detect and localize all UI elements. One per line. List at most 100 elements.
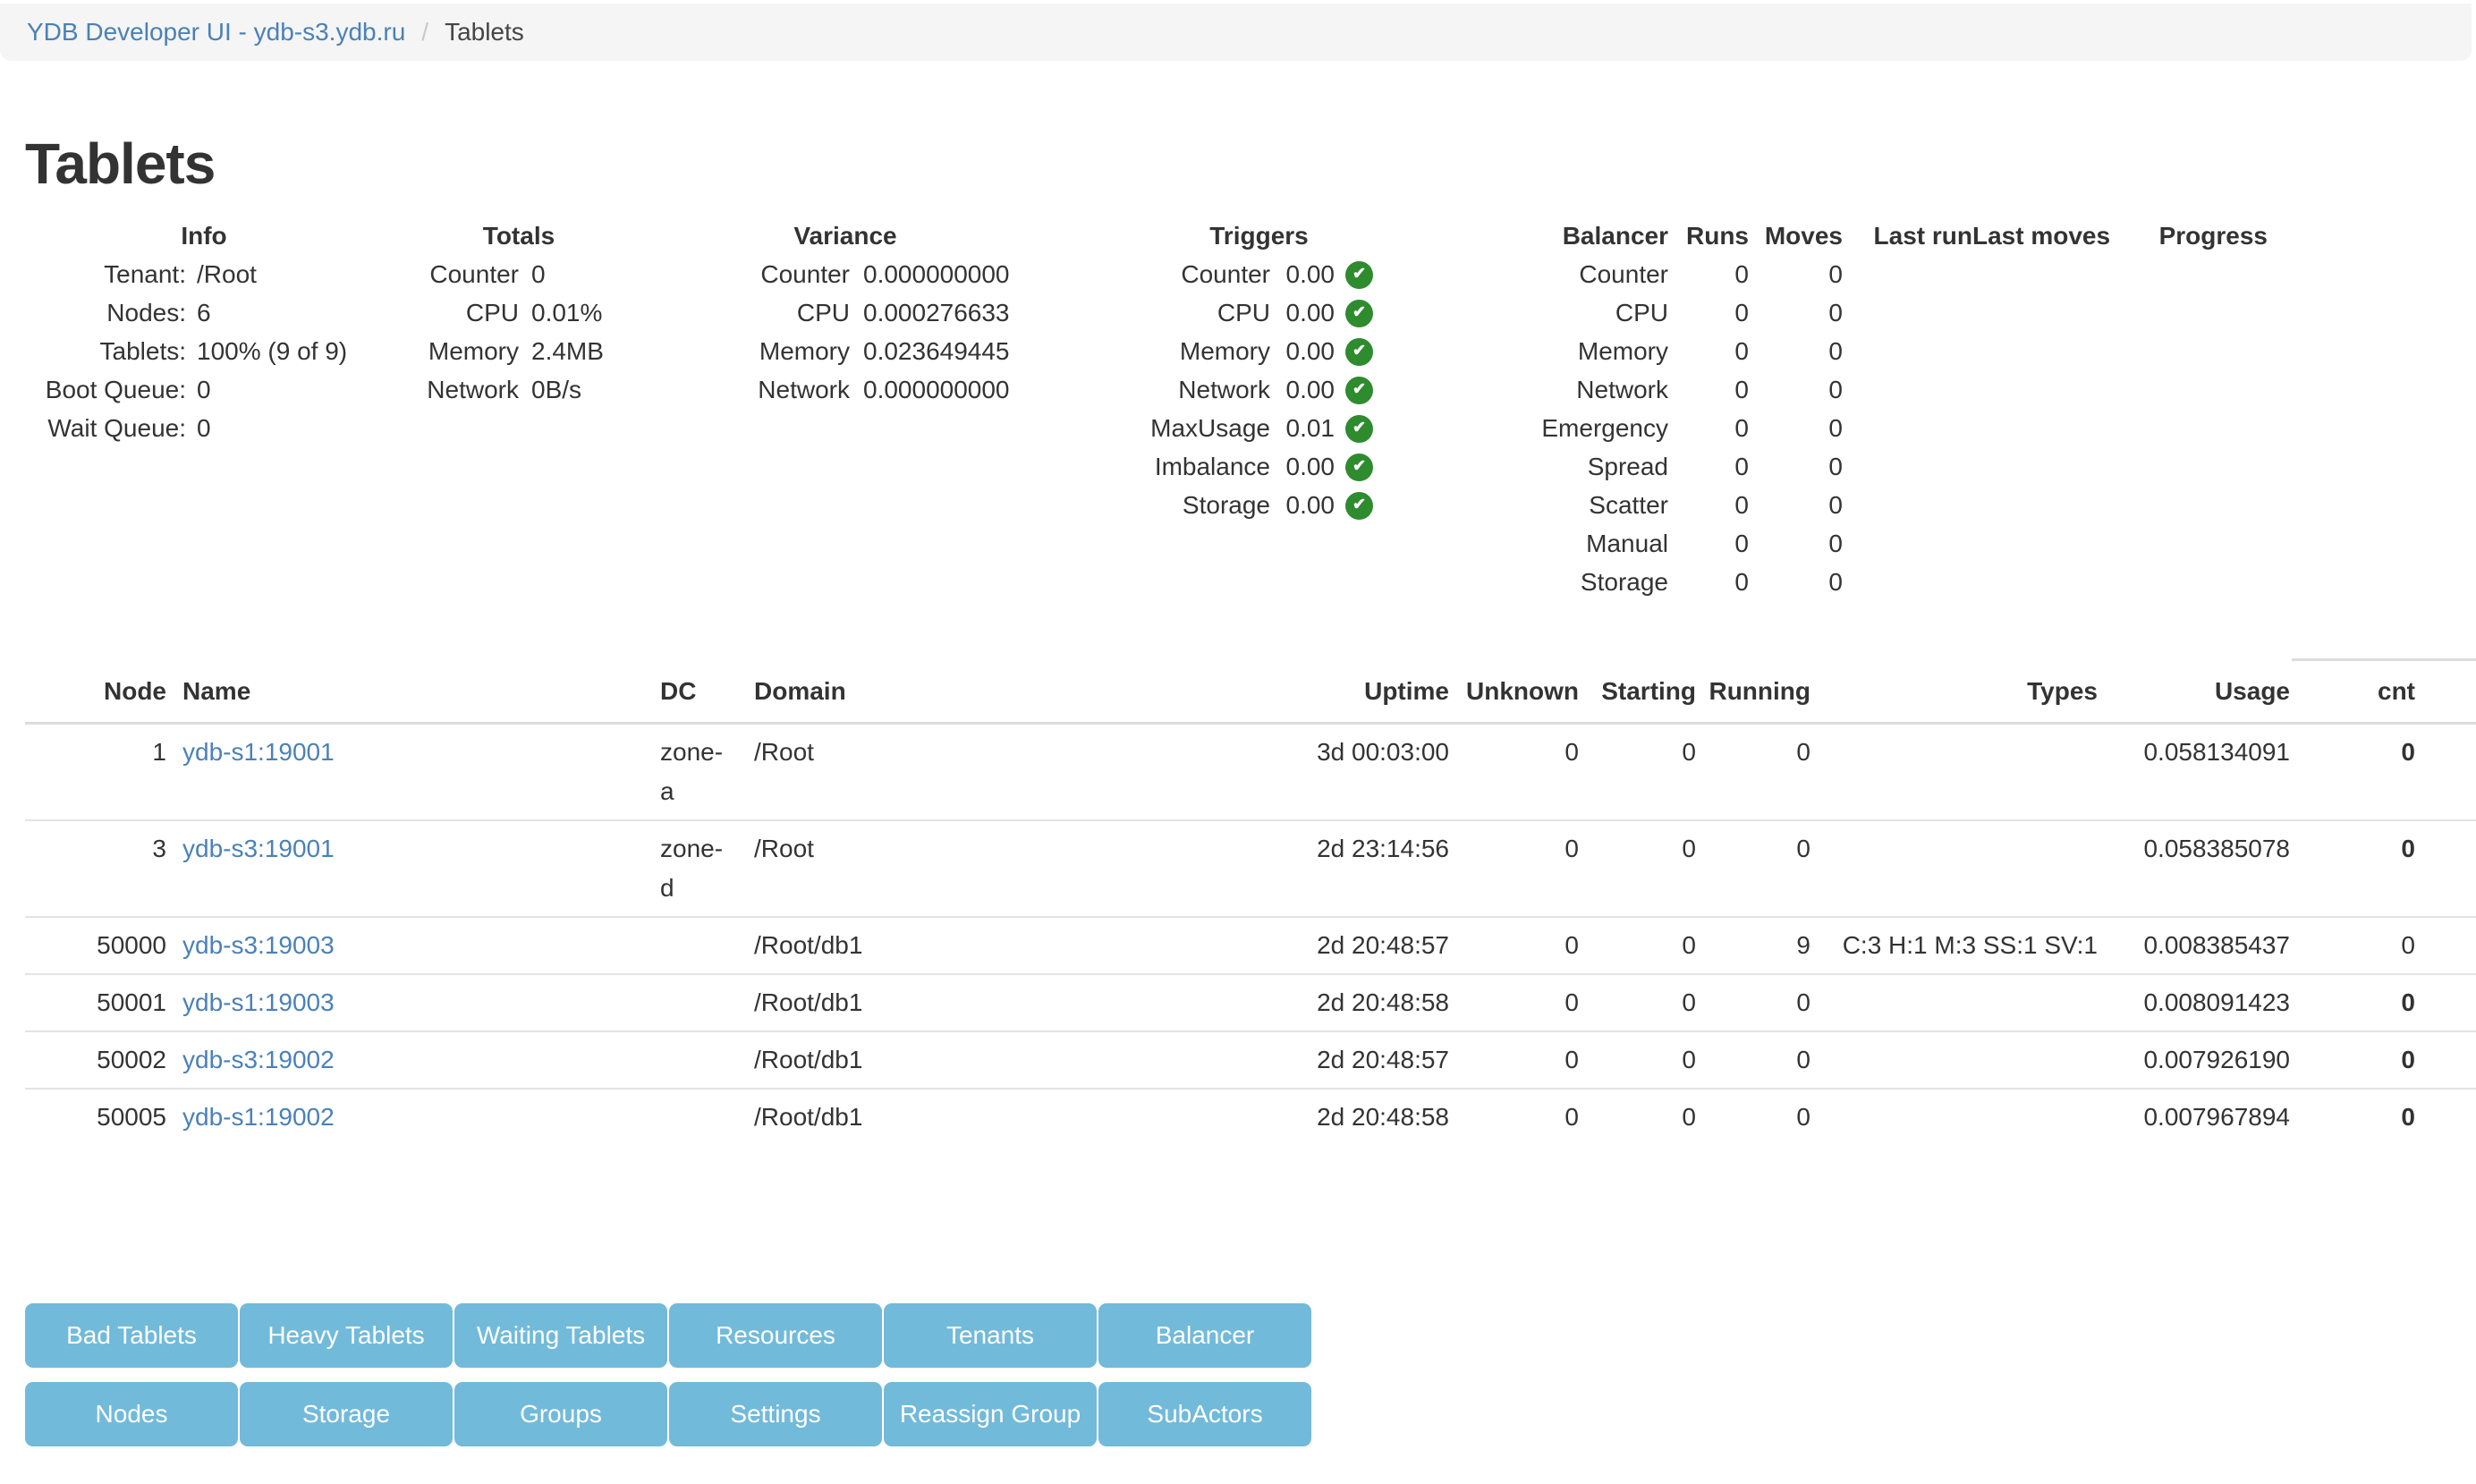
progress-cell [2107,255,2268,293]
balancer-name: CPU [1615,298,1668,326]
summary-label: MaxUsage [1150,413,1270,442]
balancer-name: Memory [1577,336,1668,365]
node-link[interactable]: ydb-s1:19003 [182,988,335,1016]
col-header-node: Node [25,659,168,725]
last-moves-cell [1972,563,2107,601]
settings-button[interactable]: Settings [669,1382,882,1446]
resources-button[interactable]: Resources [669,1303,882,1368]
reassign-group-button[interactable]: Reassign Group [884,1382,1097,1446]
dc-cell: zone-a [660,722,754,820]
domain-cell: /Root/db1 [754,973,1297,1031]
check-circle-icon [1345,260,1373,289]
summary-label: CPU [1217,298,1270,326]
dc-cell: zone-d [660,819,754,917]
nodes-button[interactable]: Nodes [25,1382,238,1446]
col-header-running: Running [1696,659,1810,725]
triggers-row: Counter 0.00 [1145,255,1373,293]
balancer-row: Storage 0 0 [1525,563,2268,601]
bad-tablets-button[interactable]: Bad Tablets [25,1303,238,1368]
cnt-cell: 0 [2292,722,2476,820]
summary-value: 0.00 [1285,298,1336,326]
usage-cell: 0.058385078 [2099,819,2292,917]
groups-button[interactable]: Groups [454,1382,667,1446]
tablet-row: 1 ydb-s1:19001 zone-a /Root 3d 00:03:00 … [25,722,2476,820]
cnt-cell: 0 [2292,1030,2476,1089]
balancer-name: Spread [1587,452,1668,480]
types-cell [1810,1088,2099,1145]
balancer-name: Network [1576,375,1668,403]
variance-panel-title: Variance [793,221,897,250]
check-circle-icon [1345,337,1373,366]
domain-cell: /Root [754,722,1297,820]
totals-row: Memory 2.4MB [411,332,626,370]
breadcrumb-separator: / [421,18,429,46]
running-cell: 0 [1696,1088,1810,1145]
waiting-tablets-button[interactable]: Waiting Tablets [454,1303,667,1368]
storage-button[interactable]: Storage [240,1382,453,1446]
runs-cell: 0 [1734,529,1749,557]
moves-cell: 0 [1828,567,1843,596]
summary-value: 0.01% [531,298,603,326]
summary-label: Nodes: [106,298,186,326]
balancer-name: Storage [1580,567,1668,596]
summary-label: Memory [428,336,519,365]
runs-cell: 0 [1734,298,1749,326]
balancer-header-row: Balancer Runs Moves Last run Last moves … [1525,216,2268,255]
progress-cell [2107,293,2268,332]
breadcrumb-root-link[interactable]: YDB Developer UI - ydb-s3.ydb.ru [27,18,406,46]
col-header-unknown: Unknown [1454,659,1581,725]
last-moves-cell [1972,524,2107,563]
usage-cell: 0.007926190 [2099,1030,2292,1089]
summary-value: 0 [197,375,211,403]
balancer-row: Counter 0 0 [1525,255,2268,293]
subactors-button[interactable]: SubActors [1098,1382,1311,1446]
summary-label: Boot Queue: [45,375,186,403]
variance-row: Network 0.000000000 [689,370,1009,409]
domain-cell: /Root/db1 [754,1030,1297,1089]
node-link[interactable]: ydb-s3:19003 [182,931,335,959]
balancer-name: Scatter [1589,490,1668,519]
variance-panel: Variance Counter 0.000000000 CPU 0.0002766… [689,216,1010,409]
last-run-cell [1843,332,1972,370]
heavy-tablets-button[interactable]: Heavy Tablets [240,1303,453,1368]
variance-row: CPU 0.000276633 [689,293,1010,332]
name-cell: ydb-s1:19001 [168,722,660,820]
info-row: Tablets: 100% (9 of 9) [25,332,383,370]
node-link[interactable]: ydb-s3:19001 [182,835,335,862]
last-run-cell [1843,524,1972,563]
triggers-row: Network 0.00 [1145,370,1373,409]
starting-cell: 0 [1581,916,1696,974]
summary-value: 0.023649445 [863,336,1010,365]
summary-label: Memory [1179,336,1270,365]
node-link[interactable]: ydb-s1:19002 [182,1103,335,1131]
check-circle-icon [1345,414,1373,443]
check-circle-icon [1345,299,1373,327]
variance-row: Memory 0.023649445 [689,332,1010,370]
types-cell: C:3 H:1 M:3 SS:1 SV:1 [1810,916,2099,974]
balancer-row: Spread 0 0 [1525,447,2268,486]
summary-label: Counter [760,259,850,288]
summary-label: Memory [759,336,850,365]
tenants-button[interactable]: Tenants [884,1303,1097,1368]
domain-cell: /Root/db1 [754,916,1297,974]
balancer-row: Scatter 0 0 [1525,486,2268,524]
node-link[interactable]: ydb-s1:19001 [182,738,335,766]
node-cell: 50002 [25,1030,168,1089]
balancer-button[interactable]: Balancer [1098,1303,1311,1368]
breadcrumb: YDB Developer UI - ydb-s3.ydb.ru / Table… [0,4,2472,61]
summary-value: 100% (9 of 9) [197,336,348,365]
uptime-cell: 2d 20:48:58 [1297,973,1454,1031]
summary-value: 0.000276633 [863,298,1010,326]
progress-cell [2107,524,2268,563]
unknown-cell: 0 [1454,916,1581,974]
balancer-row: Emergency 0 0 [1525,409,2268,447]
cnt-cell: 0 [2292,916,2476,974]
last-run-cell [1843,370,1972,409]
runs-cell: 0 [1734,259,1749,288]
action-buttons-row-2: Nodes Storage Groups Settings Reassign G… [25,1382,1311,1446]
progress-cell [2107,409,2268,447]
dc-cell [660,1088,754,1145]
uptime-cell: 2d 20:48:58 [1297,1088,1454,1145]
node-link[interactable]: ydb-s3:19002 [182,1046,335,1073]
summary-label: Counter [1181,259,1270,288]
